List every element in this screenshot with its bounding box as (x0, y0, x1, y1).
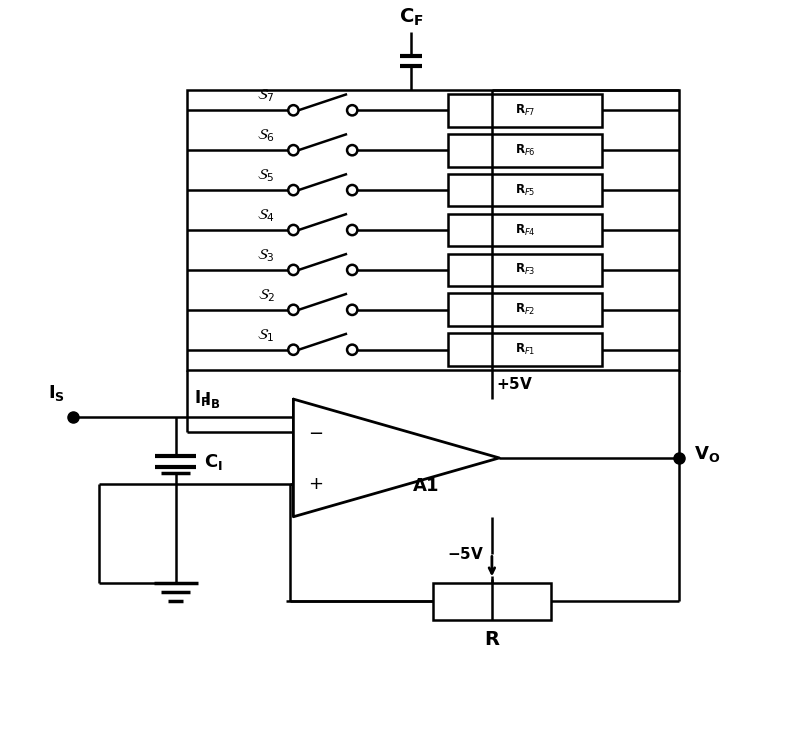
Text: $\mathbf{I_S}$: $\mathbf{I_S}$ (49, 383, 66, 403)
Bar (433, 583, 550, 620)
Text: $\mathbf{R}_{F7}$: $\mathbf{R}_{F7}$ (514, 103, 535, 118)
Text: $\mathbf{I_F}$: $\mathbf{I_F}$ (194, 388, 210, 408)
Text: $-$: $-$ (308, 423, 323, 441)
Text: $\mathcal{S}_{1}$: $\mathcal{S}_{1}$ (258, 327, 275, 344)
Text: $\mathbf{R}_{F2}$: $\mathbf{R}_{F2}$ (515, 303, 535, 317)
Text: $\mathcal{S}_{2}$: $\mathcal{S}_{2}$ (258, 287, 275, 304)
Bar (448, 334, 602, 366)
Text: $\mathbf{C_I}$: $\mathbf{C_I}$ (204, 452, 222, 472)
Text: $+$: $+$ (308, 475, 323, 493)
Text: $\mathcal{S}_{4}$: $\mathcal{S}_{4}$ (257, 207, 275, 224)
Text: $\mathbf{R}_{F1}$: $\mathbf{R}_{F1}$ (514, 342, 535, 357)
Text: $\mathbf{C_F}$: $\mathbf{C_F}$ (398, 7, 423, 28)
Bar (448, 294, 602, 326)
Bar (448, 173, 602, 207)
Bar (448, 214, 602, 246)
Bar (448, 94, 602, 127)
Text: $\mathbf{I_B}$: $\mathbf{I_B}$ (204, 390, 221, 410)
Text: $\mathbf{+5V}$: $\mathbf{+5V}$ (495, 376, 533, 392)
Text: $\mathbf{R}_{F4}$: $\mathbf{R}_{F4}$ (514, 222, 535, 238)
Bar (448, 254, 602, 286)
Text: $\mathbf{R}$: $\mathbf{R}$ (484, 631, 500, 649)
Text: $\mathcal{S}_{3}$: $\mathcal{S}_{3}$ (258, 247, 275, 264)
Text: $\mathbf{A1}$: $\mathbf{A1}$ (412, 477, 439, 494)
Text: $\mathcal{S}_{7}$: $\mathcal{S}_{7}$ (258, 88, 275, 104)
Text: $\mathbf{R}_{F6}$: $\mathbf{R}_{F6}$ (514, 142, 535, 158)
Text: $\mathbf{V_O}$: $\mathbf{V_O}$ (694, 444, 720, 464)
Text: $\mathbf{R}_{F3}$: $\mathbf{R}_{F3}$ (514, 263, 535, 277)
Text: $\mathbf{R}_{F5}$: $\mathbf{R}_{F5}$ (514, 182, 535, 198)
Text: $\mathcal{S}_{6}$: $\mathcal{S}_{6}$ (257, 128, 275, 145)
Text: $\mathbf{-5V}$: $\mathbf{-5V}$ (447, 546, 485, 562)
Bar (448, 134, 602, 167)
Text: $\mathcal{S}_{5}$: $\mathcal{S}_{5}$ (258, 168, 275, 184)
Bar (186, 90, 679, 370)
